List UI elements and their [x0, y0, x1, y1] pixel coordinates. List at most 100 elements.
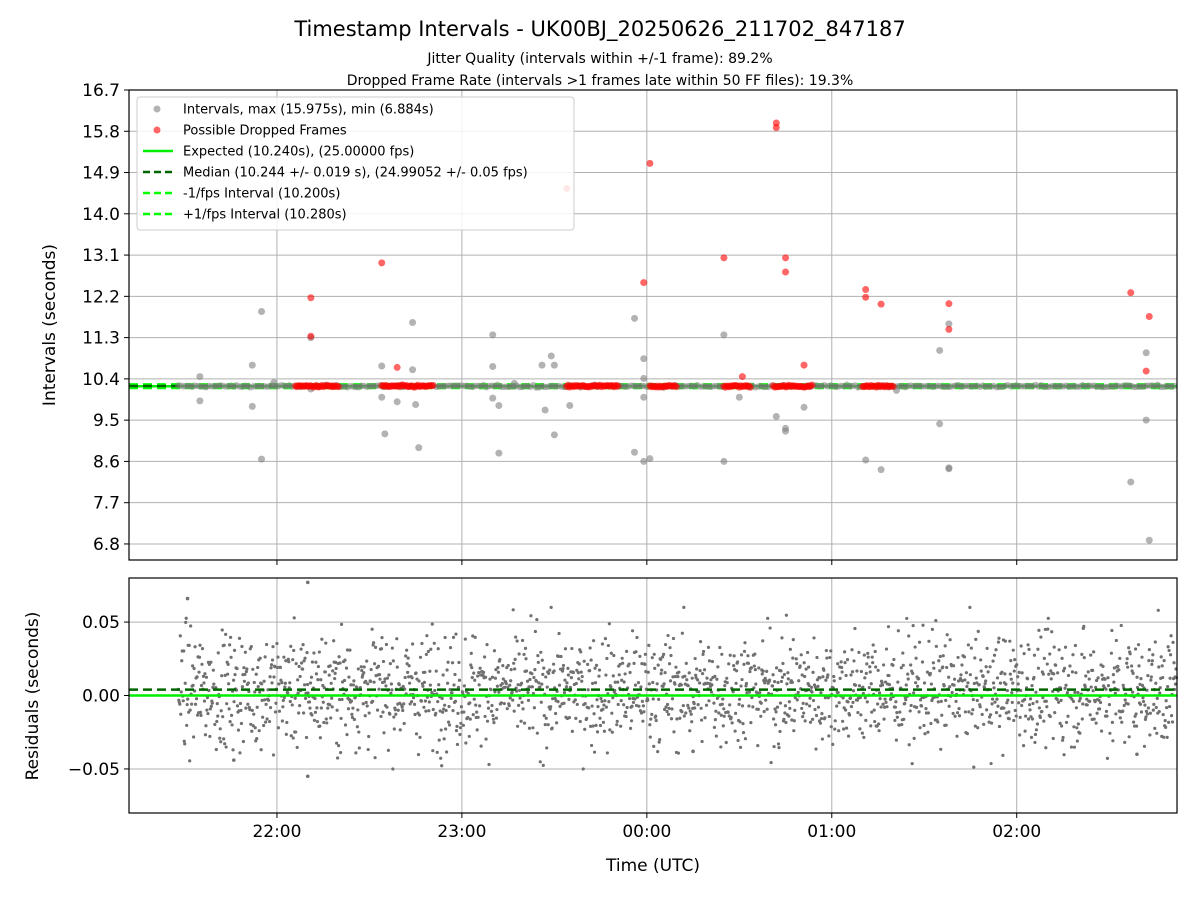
interval-point	[541, 406, 549, 414]
residual-point	[545, 746, 549, 750]
residual-point	[226, 662, 230, 666]
residual-point	[543, 723, 547, 727]
residual-point	[199, 683, 204, 688]
residual-point	[530, 685, 535, 689]
residual-point	[298, 704, 302, 708]
residual-point	[444, 708, 448, 713]
residual-point	[1008, 672, 1012, 676]
residual-point	[1094, 721, 1098, 725]
interval-point	[538, 361, 546, 369]
residual-point	[989, 721, 994, 725]
residual-point	[706, 645, 711, 649]
residual-point	[1173, 682, 1178, 686]
residual-point	[370, 627, 374, 631]
residual-point	[700, 739, 704, 744]
residual-point	[285, 720, 289, 725]
residual-point	[563, 647, 568, 651]
residual-point	[1105, 714, 1109, 718]
residual-point	[225, 702, 229, 706]
residual-point	[995, 676, 1000, 680]
residual-point	[1022, 652, 1026, 656]
residual-point	[494, 716, 499, 720]
residual-point	[698, 640, 703, 644]
residual-point	[357, 730, 361, 734]
residual-point	[893, 718, 897, 723]
interval-point	[631, 448, 639, 456]
residual-point	[739, 684, 743, 688]
residual-point	[243, 650, 247, 654]
residual-point	[376, 664, 381, 668]
residual-point	[483, 675, 488, 679]
residual-point	[915, 705, 919, 710]
residual-point	[289, 734, 293, 738]
residual-point	[231, 678, 236, 682]
residual-point	[1035, 722, 1040, 726]
residual-point	[472, 697, 476, 701]
residual-point	[719, 713, 723, 717]
residual-point	[332, 639, 336, 643]
residual-point	[840, 670, 844, 674]
dropped-frame-point	[1142, 367, 1150, 375]
residual-point	[180, 659, 184, 663]
residual-point	[365, 704, 369, 708]
residual-point	[531, 726, 535, 730]
residual-point	[224, 745, 228, 749]
residual-point	[963, 710, 968, 714]
residual-point	[211, 668, 215, 672]
residual-point	[389, 691, 393, 695]
residual-point	[297, 711, 301, 715]
residual-point	[690, 720, 694, 724]
residual-point	[512, 661, 516, 665]
residual-point	[208, 734, 212, 739]
residual-point	[929, 721, 933, 726]
residual-point	[634, 703, 639, 708]
residual-point	[1065, 690, 1070, 695]
residual-point	[1123, 740, 1127, 744]
residual-point	[242, 679, 247, 683]
residual-point	[617, 673, 621, 677]
residual-point	[956, 655, 960, 660]
residual-point	[950, 690, 954, 695]
residual-point	[418, 655, 423, 659]
residual-point	[418, 735, 422, 739]
residual-point	[469, 651, 473, 656]
residual-point	[1164, 725, 1168, 729]
residual-point	[402, 702, 406, 706]
residual-point	[277, 709, 282, 713]
residual-point	[324, 641, 328, 645]
residual-point	[835, 704, 839, 708]
residual-point	[1060, 656, 1064, 660]
residual-point	[1095, 711, 1099, 715]
residual-point	[640, 662, 644, 666]
residual-point	[582, 659, 586, 663]
residual-point	[788, 706, 792, 710]
residual-point	[911, 671, 915, 675]
residual-point	[347, 675, 351, 679]
residual-point	[501, 677, 505, 681]
residual-point	[756, 743, 760, 748]
residual-point	[1133, 647, 1138, 651]
residual-point	[737, 702, 741, 706]
residual-point	[456, 711, 460, 715]
residual-point	[536, 654, 540, 658]
residual-point	[305, 580, 310, 585]
residual-point	[305, 682, 310, 687]
residual-point	[372, 680, 376, 684]
residual-point	[1157, 665, 1161, 669]
residual-point	[1030, 683, 1034, 688]
residual-point	[1110, 628, 1114, 633]
residual-point	[644, 670, 648, 674]
residual-point	[1167, 720, 1171, 725]
residual-point	[293, 696, 297, 700]
residual-point	[601, 720, 606, 724]
residual-point	[489, 709, 494, 713]
residual-point	[574, 681, 578, 686]
residual-point	[1010, 691, 1014, 695]
x-tick-label: 01:00	[807, 822, 856, 842]
interval-point	[945, 465, 953, 473]
residual-point	[532, 675, 536, 680]
residual-point	[739, 653, 744, 657]
residual-point	[592, 712, 596, 716]
residual-point	[795, 698, 799, 702]
residual-point	[870, 655, 874, 659]
